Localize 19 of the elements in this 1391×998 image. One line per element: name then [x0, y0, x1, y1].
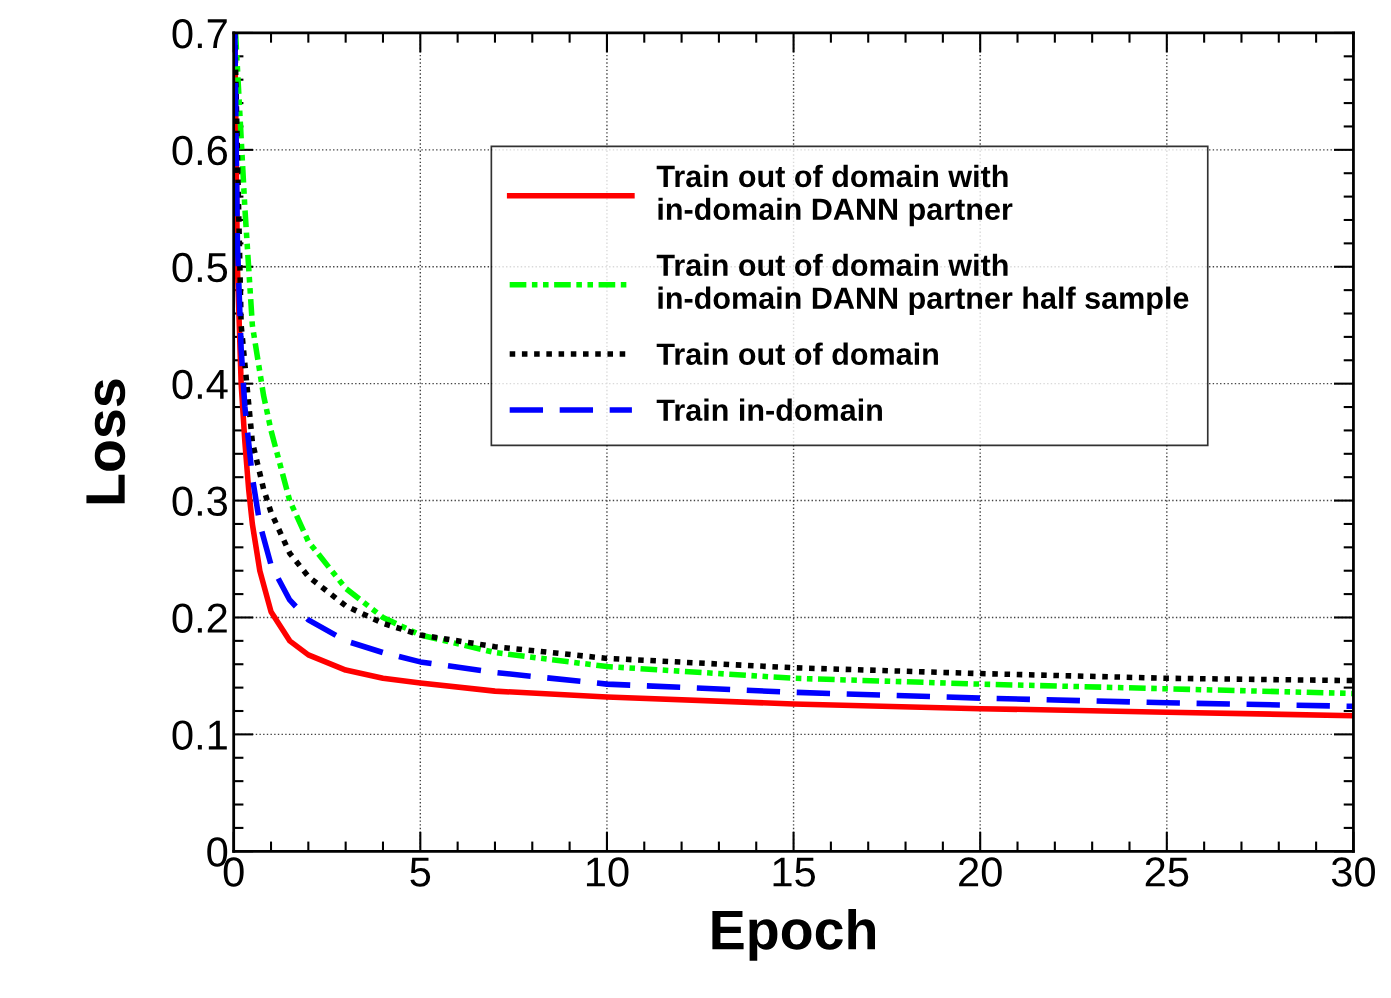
y-axis-title: Loss	[86, 379, 126, 504]
y-tick-label: 0.1	[172, 720, 227, 750]
x-tick-label: 25	[1145, 857, 1189, 887]
x-tick-label: 10	[586, 857, 629, 887]
legend-label: Train in-domain	[656, 398, 882, 421]
y-tick-label: 0.3	[172, 486, 227, 517]
x-tick-label: 20	[959, 857, 1002, 887]
y-tick-label: 0.5	[172, 252, 228, 283]
y-tick-label: 0.6	[172, 135, 227, 166]
legend-label: Train out of domain	[656, 342, 938, 365]
y-tick-label: 0.4	[172, 369, 228, 400]
x-axis-title: Epoch	[712, 908, 876, 961]
x-tick-label: 30	[1331, 857, 1375, 887]
x-tick-label: 15	[773, 857, 815, 887]
y-tick-label: 0.7	[172, 18, 227, 49]
legend-label: Train out of domain with in-domain DANN partner half sample	[656, 253, 1189, 316]
x-tick-label: 5	[410, 857, 431, 887]
legend-label: Train out of domain with in-domain DANN partner	[656, 164, 1013, 227]
y-tick-label: 0.2	[172, 603, 227, 633]
